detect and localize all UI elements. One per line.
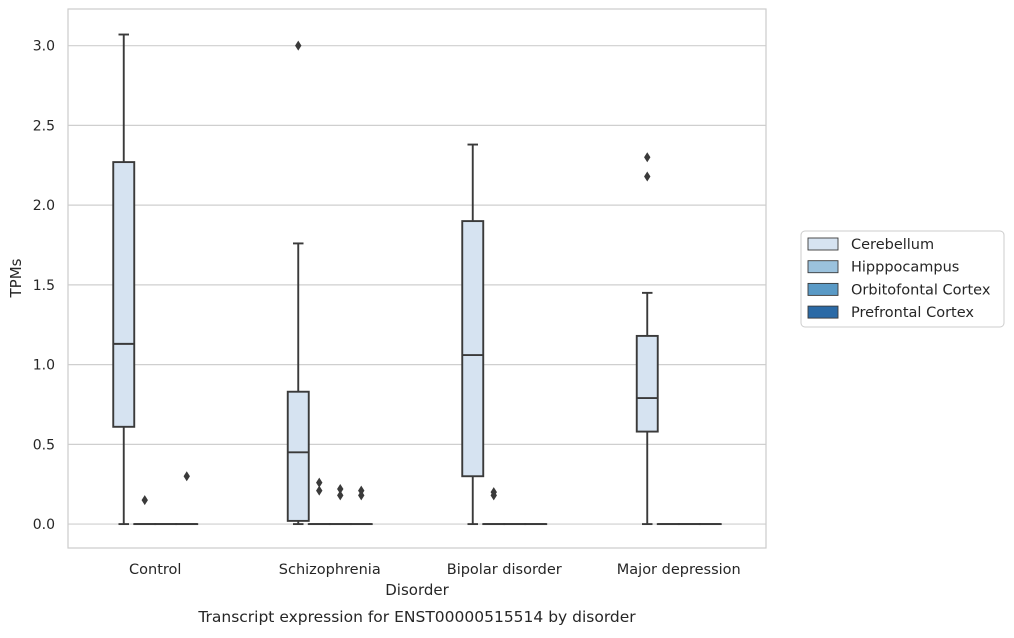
legend-label: Cerebellum: [851, 237, 934, 253]
box-body: [288, 392, 309, 521]
y-tick-label: 1.0: [33, 358, 55, 374]
box-hipppocampus: [309, 478, 330, 524]
box-cerebellum: [637, 152, 658, 524]
outlier-point: [316, 478, 322, 488]
box-hipppocampus: [483, 487, 504, 524]
box-orbitofontal-cortex: [330, 484, 351, 524]
box-body: [637, 336, 658, 432]
outlier-point: [644, 171, 650, 181]
outlier-point: [295, 41, 301, 51]
legend-swatch: [808, 261, 838, 273]
box-prefrontal-cortex: [176, 471, 197, 524]
box-hipppocampus: [134, 495, 155, 524]
box-cerebellum: [288, 41, 309, 524]
legend: Cerebellum Hipppocampus Orbitofontal Corte…: [801, 231, 1004, 327]
boxes: [113, 35, 721, 525]
grid-lines: [68, 46, 766, 524]
chart-caption: Transcript expression for ENST0000051551…: [197, 608, 636, 626]
y-tick-label: 2.5: [33, 118, 55, 134]
box-body: [462, 221, 483, 476]
y-tick-label: 1.5: [33, 278, 55, 294]
box-body: [113, 162, 134, 427]
x-tick-label: Schizophrenia: [279, 562, 381, 578]
y-tick-label: 3.0: [33, 39, 55, 55]
y-axis-ticks: 0.0 0.5 1.0 1.5 2.0 2.5 3.0: [33, 39, 55, 533]
legend-swatch: [808, 238, 838, 250]
legend-swatch: [808, 283, 838, 295]
legend-label: Hipppocampus: [851, 260, 959, 276]
x-axis-label: Disorder: [385, 581, 449, 599]
outlier-point: [142, 495, 148, 505]
outlier-point: [184, 471, 190, 481]
y-axis-label: TPMs: [7, 258, 25, 298]
x-tick-label: Major depression: [617, 562, 741, 578]
legend-label: Prefrontal Cortex: [851, 305, 974, 321]
legend-label: Orbitofontal Cortex: [851, 282, 991, 298]
outlier-point: [337, 484, 343, 494]
x-tick-label: Bipolar disorder: [447, 562, 562, 578]
legend-swatch: [808, 306, 838, 318]
box-cerebellum: [462, 145, 483, 525]
y-tick-label: 0.5: [33, 437, 55, 453]
y-tick-label: 0.0: [33, 517, 55, 533]
outlier-point: [644, 152, 650, 162]
box-cerebellum: [113, 35, 134, 525]
x-axis-ticks: Control Schizophrenia Bipolar disorder Majo…: [129, 562, 741, 578]
plot-frame: [68, 9, 766, 548]
y-tick-label: 2.0: [33, 198, 55, 214]
x-tick-label: Control: [129, 562, 181, 578]
box-prefrontal-cortex: [351, 486, 372, 524]
